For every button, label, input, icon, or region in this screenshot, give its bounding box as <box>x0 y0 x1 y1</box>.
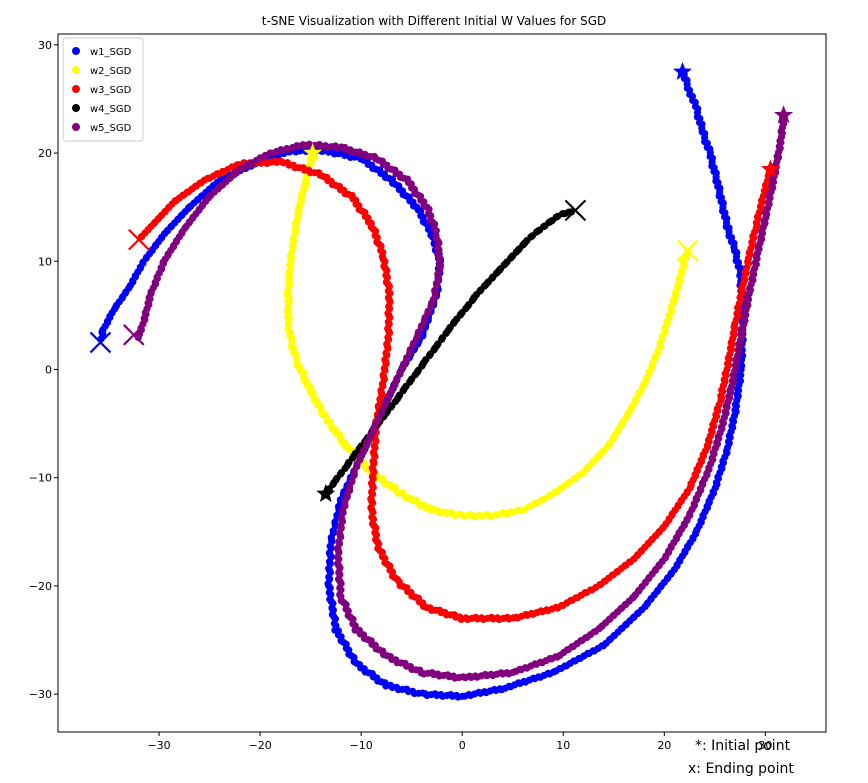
legend-swatch-w5_SGD <box>72 123 80 131</box>
legend-label-w5_SGD: w5_SGD <box>90 123 132 134</box>
y-tick-label: 0 <box>45 363 52 376</box>
start-marker-w3_SGD <box>760 159 780 178</box>
y-axis: −30 −20 −10 0 10 20 30 <box>29 39 58 701</box>
x-tick-label: −30 <box>147 739 170 752</box>
end-marker-w4_SGD <box>564 199 587 222</box>
legend-swatch-w3_SGD <box>72 85 80 93</box>
x-tick-label: 30 <box>758 739 772 752</box>
legend-label-w1_SGD: w1_SGD <box>90 47 132 58</box>
chart-title: t-SNE Visualization with Different Initi… <box>262 14 607 28</box>
y-tick-label: −20 <box>29 580 52 593</box>
legend-swatch-w1_SGD <box>72 47 80 55</box>
y-tick-label: 10 <box>38 255 52 268</box>
start-marker-w4_SGD <box>316 483 336 502</box>
legend: w1_SGD w2_SGD w3_SGD w4_SGD w5_SGD <box>62 37 144 142</box>
y-tick-label: 20 <box>38 147 52 160</box>
legend-swatch-w4_SGD <box>72 104 80 112</box>
legend-swatch-w2_SGD <box>72 66 80 74</box>
y-tick-label: 30 <box>38 39 52 52</box>
start-marker-w2_SGD <box>303 143 323 162</box>
plot-area <box>57 33 827 733</box>
series-w5_SGD <box>133 112 788 682</box>
y-tick-label: −10 <box>29 472 52 485</box>
data-series-layer <box>97 69 788 701</box>
x-tick-label: 0 <box>459 739 466 752</box>
legend-label-w3_SGD: w3_SGD <box>90 85 132 96</box>
start-end-markers <box>89 61 794 502</box>
start-marker-w5_SGD <box>774 105 794 124</box>
x-tick-label: −10 <box>350 739 373 752</box>
end-marker-w3_SGD <box>128 228 150 251</box>
start-marker-w1_SGD <box>673 61 692 80</box>
legend-label-w4_SGD: w4_SGD <box>90 104 132 115</box>
legend-label-w2_SGD: w2_SGD <box>90 66 132 77</box>
x-tick-label: 10 <box>556 739 570 752</box>
x-axis: −30 −20 −10 0 10 20 30 <box>147 732 772 752</box>
series-w3_SGD <box>137 157 774 624</box>
x-tick-label: 20 <box>657 739 671 752</box>
legend-box <box>62 37 144 142</box>
end-marker-w2_SGD <box>676 239 699 262</box>
end-marker-w1_SGD <box>89 331 112 354</box>
x-tick-label: −20 <box>248 739 271 752</box>
initial-point-note: *: Initial point <box>695 738 791 754</box>
y-tick-label: −30 <box>29 688 52 701</box>
end-marker-w5_SGD <box>123 324 145 346</box>
ending-point-note: x: Ending point <box>688 761 794 777</box>
